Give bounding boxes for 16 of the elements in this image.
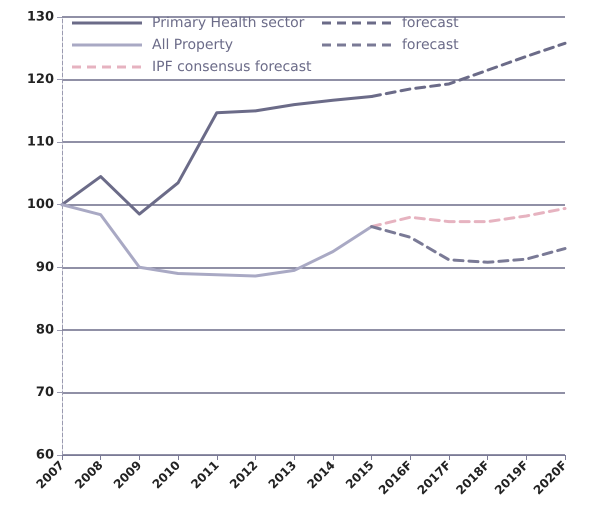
legend-label: Primary Health sector — [152, 15, 305, 31]
line-series — [370, 206, 566, 228]
legend-label: forecast — [402, 15, 460, 31]
line-series — [60, 203, 374, 278]
y-tick-label: 100 — [26, 197, 54, 212]
y-tick-label: 120 — [26, 72, 54, 88]
y-tick-label: 90 — [36, 260, 54, 275]
line-series — [370, 225, 566, 264]
y-tick-label: 130 — [26, 10, 54, 24]
y-tick-label: 70 — [36, 384, 54, 400]
y-tick-label: 110 — [26, 134, 54, 150]
legend-label: All Property — [152, 37, 234, 53]
legend-label: forecast — [402, 37, 460, 53]
y-tick-label: 80 — [36, 322, 54, 338]
legend-label: IPF consensus forecast — [152, 59, 312, 75]
y-tick-label: 60 — [36, 448, 54, 462]
